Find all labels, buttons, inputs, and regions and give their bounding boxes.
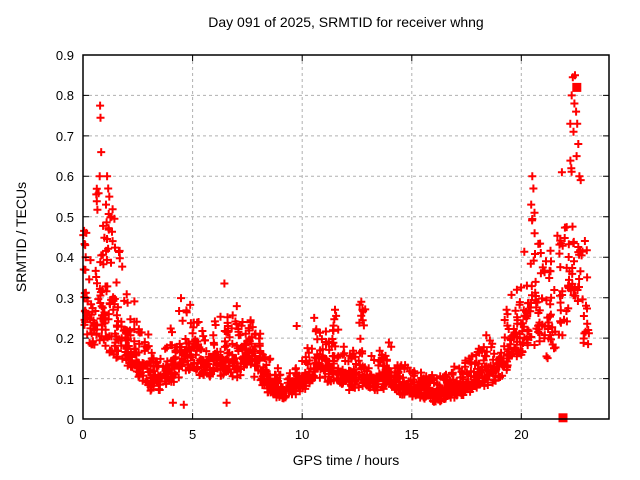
x-tick-label: 10	[294, 427, 310, 442]
y-tick-label: 0.9	[55, 48, 74, 63]
filled-square-marker	[558, 413, 568, 423]
y-tick-label: 0.4	[55, 250, 74, 266]
y-tick-label: 0.5	[55, 209, 74, 225]
y-tick-label: 0	[66, 412, 74, 427]
data-points-squares	[558, 82, 582, 423]
y-tick-label: 0.3	[55, 290, 74, 306]
filled-square-marker	[572, 82, 582, 92]
x-tick-label: 0	[79, 427, 87, 442]
y-tick-label: 0.6	[55, 169, 74, 185]
gridlines	[83, 55, 609, 419]
y-tick-label: 0.1	[55, 371, 74, 387]
plot-border	[82, 54, 610, 420]
data-points-plus	[79, 71, 593, 409]
x-tick-label: 15	[404, 427, 419, 442]
y-tick-label: 0.2	[55, 331, 74, 347]
x-axis-label: GPS time / hours	[292, 452, 400, 468]
y-tick-label: 0.8	[55, 88, 74, 104]
chart-title: Day 091 of 2025, SRMTID for receiver whn…	[208, 14, 484, 30]
x-tick-label: 5	[188, 427, 197, 442]
y-tick-label: 0.7	[55, 128, 74, 144]
x-tick-label: 20	[514, 427, 529, 442]
